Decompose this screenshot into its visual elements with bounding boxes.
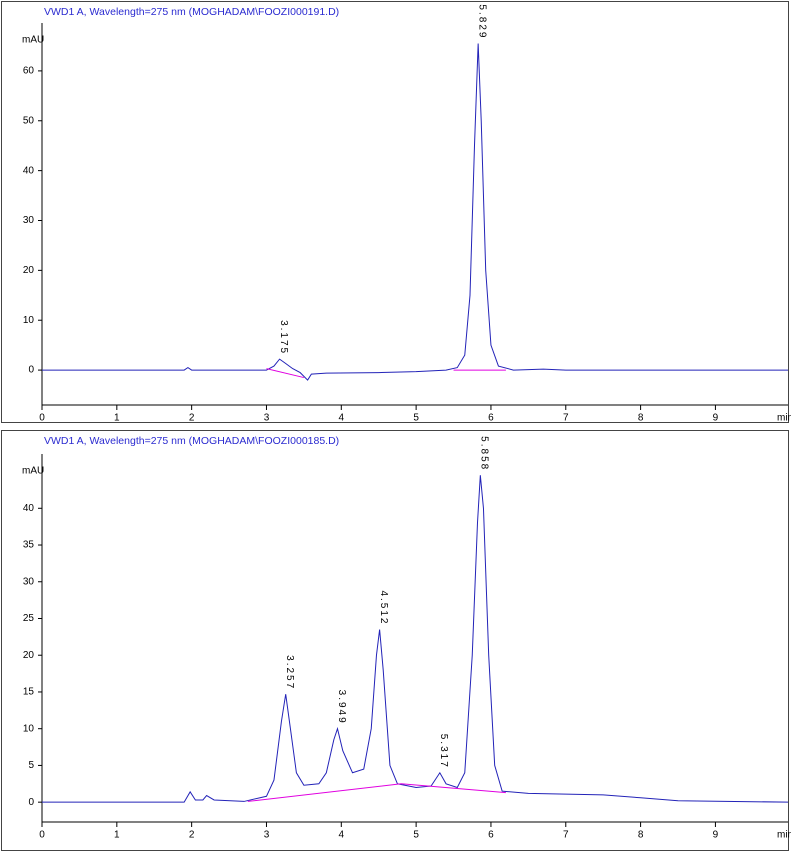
- x-tick-label: 3: [264, 413, 270, 424]
- peak-label: 3.175: [278, 320, 289, 355]
- x-tick-label: 0: [39, 413, 45, 424]
- peak-label: 5.858: [479, 436, 490, 471]
- y-tick-label: 5: [28, 760, 34, 771]
- trace: [42, 475, 789, 803]
- baseline: [247, 783, 506, 802]
- x-tick-label: 1: [114, 830, 120, 841]
- y-axis-label: mAU: [22, 466, 44, 477]
- x-tick-label: 1: [114, 413, 120, 424]
- y-tick-label: 35: [23, 540, 35, 551]
- y-tick-label: 25: [23, 613, 35, 624]
- x-tick-label: 6: [488, 413, 494, 424]
- peak-label: 5.317: [438, 734, 449, 769]
- x-tick-label: 8: [638, 830, 644, 841]
- chart-title: VWD1 A, Wavelength=275 nm (MOGHADAM\FOOZ…: [44, 6, 339, 18]
- x-tick-label: 7: [563, 413, 569, 424]
- y-tick-label: 30: [23, 215, 35, 226]
- y-tick-label: 50: [23, 115, 35, 126]
- y-tick-label: 20: [23, 265, 35, 276]
- baseline: [266, 368, 506, 379]
- x-tick-label: 7: [563, 830, 569, 841]
- panel-border: [1, 430, 789, 851]
- panel-border: [1, 1, 789, 423]
- x-tick-label: 5: [413, 413, 419, 424]
- peak-label: 3.949: [336, 690, 347, 725]
- peak-label: 5.829: [477, 4, 488, 39]
- y-tick-label: 30: [23, 576, 35, 587]
- x-tick-label: 8: [638, 413, 644, 424]
- x-tick-label: 2: [189, 413, 195, 424]
- x-tick-label: 9: [713, 830, 719, 841]
- x-tick-label: 4: [339, 830, 345, 841]
- y-tick-label: 20: [23, 650, 35, 661]
- y-tick-label: 10: [23, 315, 35, 326]
- y-tick-label: 60: [23, 66, 35, 77]
- x-axis-label: min: [777, 413, 791, 424]
- x-tick-label: 6: [488, 830, 494, 841]
- x-tick-label: 2: [189, 830, 195, 841]
- x-tick-label: 9: [713, 413, 719, 424]
- y-axis-label: mAU: [22, 35, 44, 46]
- trace: [42, 43, 788, 381]
- x-tick-label: 4: [339, 413, 345, 424]
- y-tick-label: 15: [23, 687, 35, 698]
- x-tick-label: 5: [413, 830, 419, 841]
- y-tick-label: 40: [23, 503, 35, 514]
- peak-label: 4.512: [378, 590, 389, 625]
- y-tick-label: 0: [28, 797, 34, 808]
- x-tick-label: 0: [39, 830, 45, 841]
- x-axis-label: min: [777, 830, 791, 841]
- y-tick-label: 40: [23, 165, 35, 176]
- x-tick-label: 3: [264, 830, 270, 841]
- y-tick-label: 10: [23, 723, 35, 734]
- y-tick-label: 0: [28, 365, 34, 376]
- chart-title: VWD1 A, Wavelength=275 nm (MOGHADAM\FOOZ…: [44, 435, 339, 447]
- peak-label: 3.257: [284, 655, 295, 690]
